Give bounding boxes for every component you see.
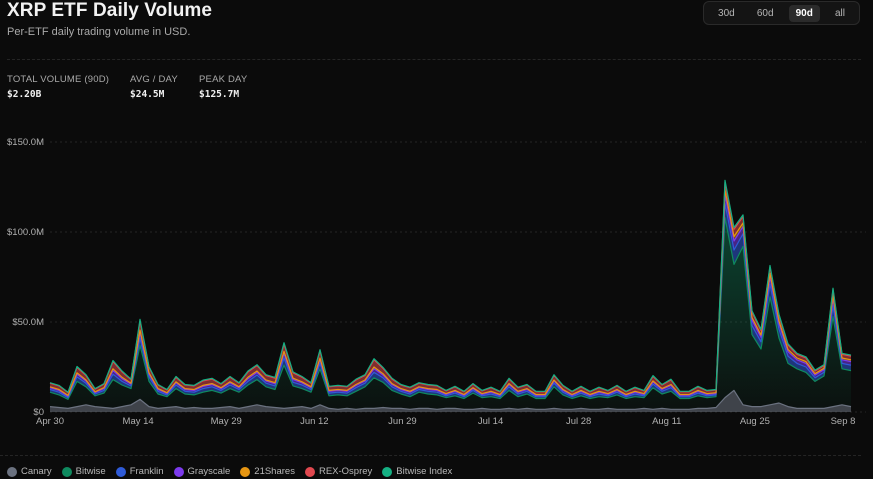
legend-item-franklin[interactable]: Franklin — [115, 466, 164, 477]
stat-peak-day-value: $125.7M — [199, 89, 240, 100]
legend-swatch — [173, 466, 184, 477]
range-90d-button[interactable]: 90d — [788, 4, 820, 22]
legend-label: Grayscale — [187, 466, 231, 477]
range-60d-button[interactable]: 60d — [756, 7, 774, 19]
legend-swatch — [382, 466, 393, 477]
legend-swatch — [115, 466, 126, 477]
stat-total-volume-label: TOTAL VOLUME (90D) — [7, 74, 110, 85]
legend-swatch — [304, 466, 315, 477]
stat-avg-day: AVG / DAY $24.5M — [130, 74, 178, 100]
legend-item-bitwise-index[interactable]: Bitwise Index — [382, 466, 452, 477]
page-title: XRP ETF Daily Volume — [7, 0, 213, 21]
range-all-button[interactable]: all — [834, 7, 845, 19]
legend-swatch — [61, 466, 72, 477]
chart-legend: Canary Bitwise Franklin Grayscale 21Shares RE… — [7, 466, 452, 477]
x-tick-label: Jul 14 — [478, 416, 503, 427]
legend-divider — [0, 455, 861, 456]
y-tick-label: $100.0M — [7, 227, 44, 238]
y-tick-label: $0 — [33, 407, 44, 418]
stat-total-volume: TOTAL VOLUME (90D) $2.20B — [7, 74, 109, 100]
legend-label: Canary — [21, 466, 52, 477]
legend-item-bitwise[interactable]: Bitwise — [61, 466, 106, 477]
legend-label: Bitwise — [75, 466, 106, 477]
x-tick-label: Jun 29 — [388, 416, 417, 427]
page-subtitle: Per-ETF daily trading volume in USD. — [7, 26, 191, 38]
legend-swatch — [7, 466, 17, 477]
x-tick-label: Jul 28 — [566, 416, 591, 427]
legend-swatch — [240, 466, 251, 477]
x-tick-label: Aug 25 — [740, 416, 770, 427]
legend-item-canary[interactable]: Canary — [7, 466, 52, 477]
line-bitwise-index — [49, 179, 852, 393]
stat-peak-day: PEAK DAY $125.7M — [199, 74, 247, 100]
line-canary — [49, 389, 852, 410]
volume-chart[interactable]: $0 $50.0M $100.0M $150.0M Apr 30 May 14 May 29… — [0, 128, 873, 433]
area-bitwise — [50, 217, 851, 410]
legend-item-21shares[interactable]: 21Shares — [240, 466, 295, 477]
stat-avg-day-label: AVG / DAY — [130, 74, 178, 85]
range-30d-button[interactable]: 30d — [718, 7, 735, 19]
legend-label: 21Shares — [254, 466, 295, 477]
range-toggle: 30d 60d 90d all — [703, 1, 860, 25]
x-tick-label: Jun 12 — [300, 416, 329, 427]
legend-item-grayscale[interactable]: Grayscale — [173, 466, 231, 477]
legend-item-rex-osprey[interactable]: REX-Osprey — [304, 466, 373, 477]
x-tick-label: May 29 — [211, 416, 242, 427]
x-tick-label: May 14 — [123, 416, 154, 427]
x-tick-label: Aug 11 — [652, 416, 681, 427]
y-tick-label: $50.0M — [12, 317, 44, 328]
x-tick-label: Apr 30 — [36, 416, 64, 427]
legend-label: REX-Osprey — [318, 466, 373, 477]
legend-label: Bitwise Index — [396, 466, 453, 477]
legend-label: Franklin — [129, 466, 164, 477]
y-tick-label: $150.0M — [7, 137, 44, 148]
x-tick-label: Sep 8 — [831, 416, 856, 427]
stat-peak-day-label: PEAK DAY — [199, 74, 248, 85]
stat-total-volume-value: $2.20B — [7, 89, 42, 100]
header-divider — [7, 59, 861, 60]
stat-avg-day-value: $24.5M — [130, 89, 165, 100]
